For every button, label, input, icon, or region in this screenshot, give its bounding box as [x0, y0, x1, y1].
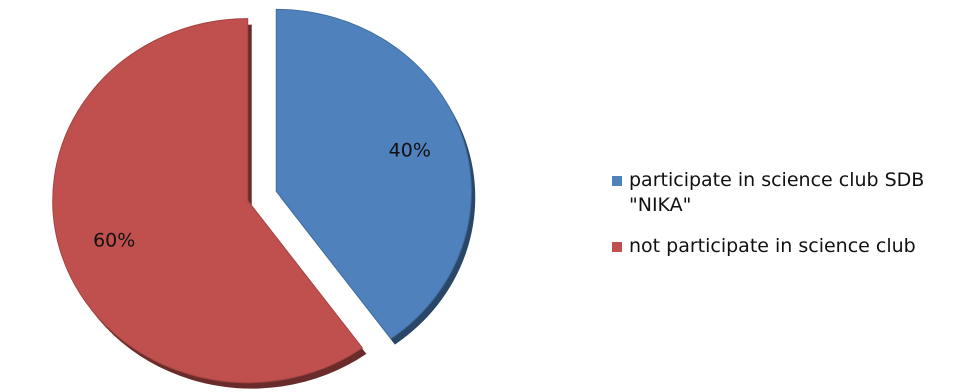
legend-item-not-participate: not participate in science club — [612, 234, 962, 259]
data-label-not-participate: 60% — [93, 230, 135, 252]
legend-label-participate: participate in science club SDB "NIKA" — [629, 169, 925, 216]
legend: participate in science club SDB "NIKA" n… — [612, 168, 962, 275]
slice-not-participate — [52, 18, 364, 384]
legend-item-participate: participate in science club SDB "NIKA" — [612, 168, 962, 218]
legend-swatch-not-participate — [612, 242, 622, 252]
legend-swatch-participate — [612, 176, 622, 186]
legend-label-not-participate: not participate in science club — [629, 235, 916, 257]
slice-participate — [275, 8, 472, 340]
data-label-participate: 40% — [389, 139, 431, 161]
